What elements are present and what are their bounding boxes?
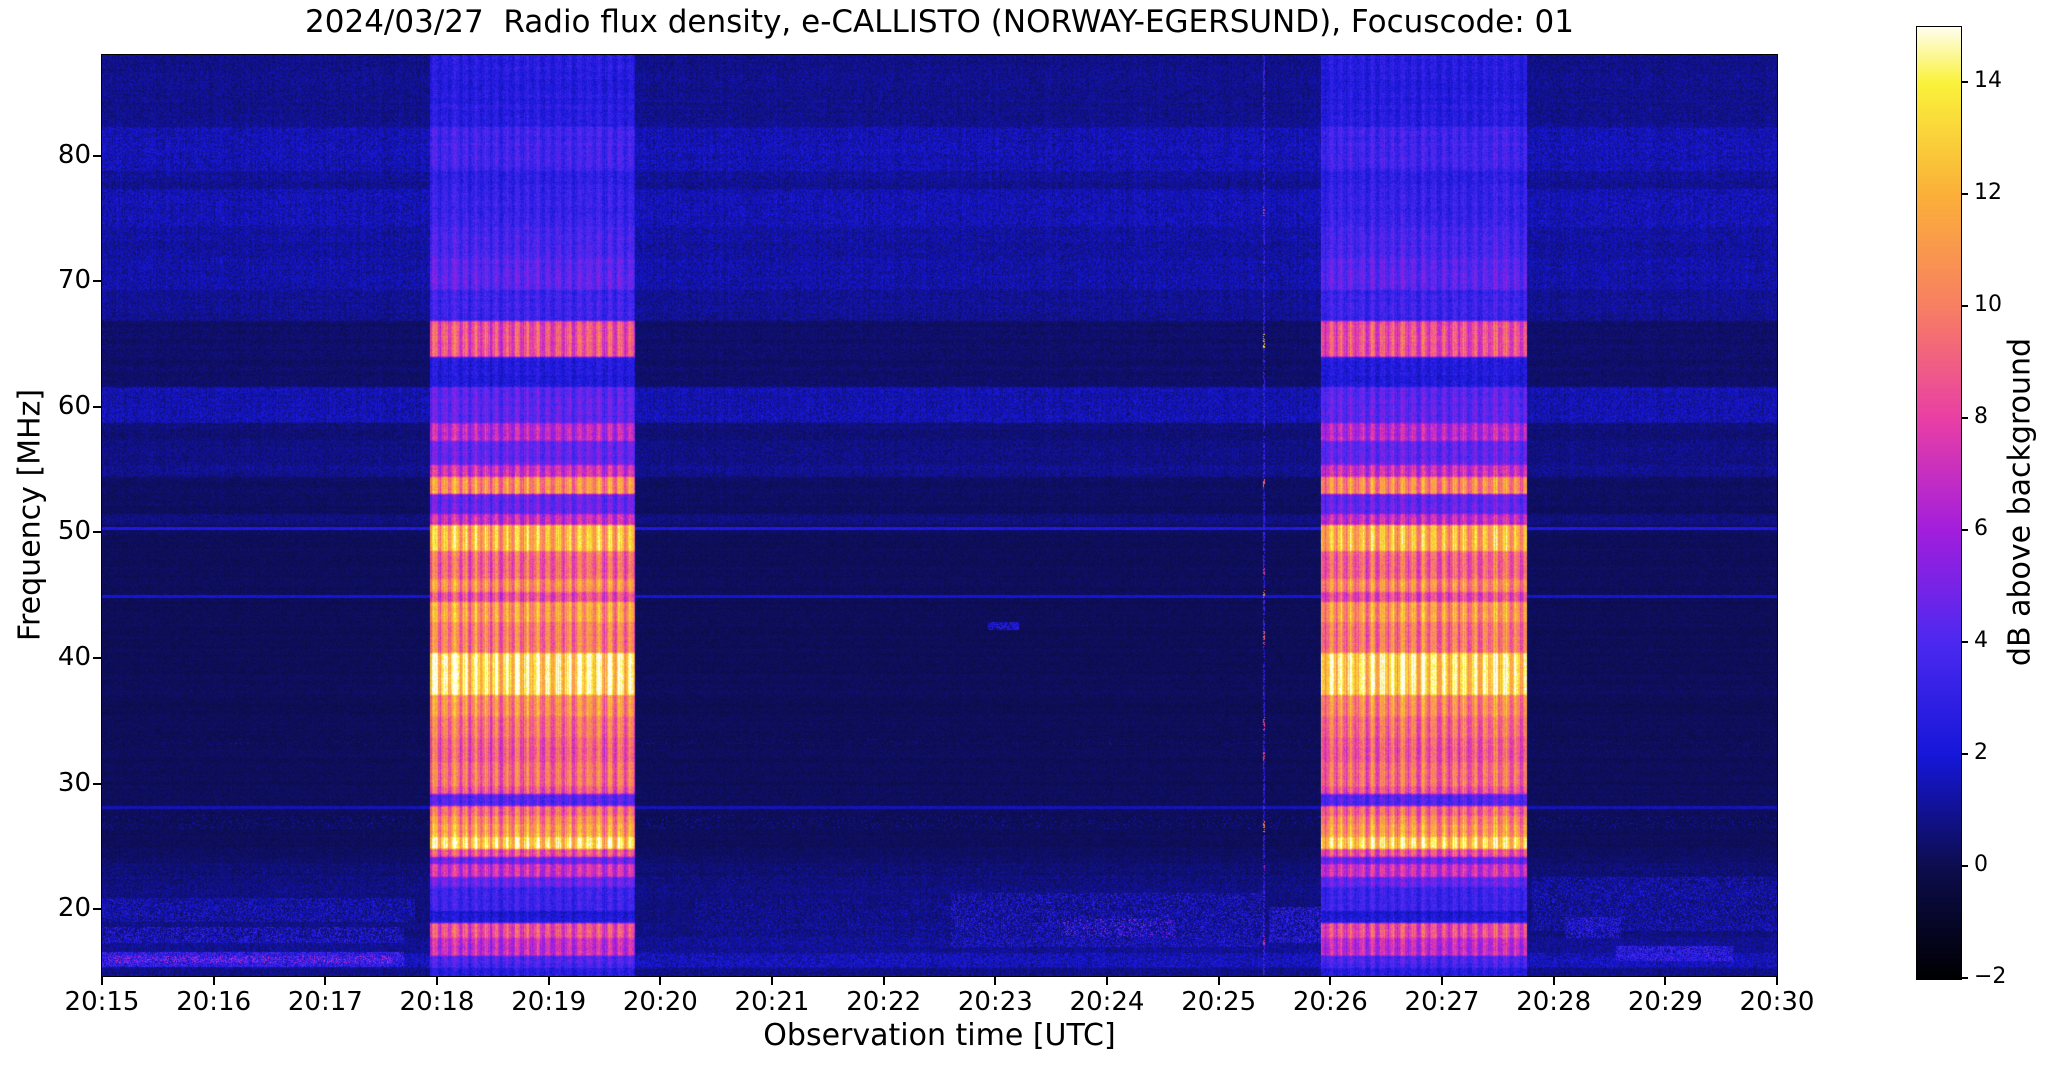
colorbar <box>1916 26 1962 980</box>
colorbar-tick-mark <box>1961 81 1968 83</box>
y-tick-mark <box>93 782 102 785</box>
x-tick-label: 20:23 <box>957 987 1033 1017</box>
x-tick-mark <box>436 976 438 985</box>
y-tick-label: 20 <box>57 893 91 924</box>
x-tick-mark <box>1329 976 1332 985</box>
colorbar-tick-mark <box>1961 529 1968 531</box>
x-tick-label: 20:30 <box>1739 987 1815 1017</box>
x-tick-mark <box>101 976 103 985</box>
colorbar-tick-mark <box>1961 753 1968 755</box>
colorbar-gradient <box>1917 27 1961 979</box>
y-tick-label: 30 <box>57 767 91 798</box>
x-axis-label: Observation time [UTC] <box>763 1018 1116 1053</box>
colorbar-tick-mark <box>1961 977 1968 979</box>
x-tick-label: 20:26 <box>1292 987 1368 1017</box>
x-tick-label: 20:27 <box>1404 987 1480 1017</box>
y-tick-mark <box>93 908 102 911</box>
y-tick-mark <box>93 154 102 157</box>
colorbar-label: dB above background <box>2002 337 2038 667</box>
colorbar-tick-label: −2 <box>1974 964 2007 989</box>
x-tick-mark <box>771 976 773 985</box>
chart-title: 2024/03/27 Radio flux density, e-CALLIST… <box>305 4 1574 40</box>
colorbar-tick-label: 4 <box>1974 628 1988 653</box>
colorbar-tick-label: 8 <box>1974 404 1988 429</box>
x-tick-label: 20:28 <box>1516 987 1592 1017</box>
y-tick-mark <box>93 280 102 283</box>
colorbar-tick-mark <box>1961 865 1968 867</box>
x-tick-mark <box>212 976 215 985</box>
x-tick-label: 20:18 <box>399 987 475 1017</box>
x-tick-label: 20:21 <box>734 987 810 1017</box>
x-tick-mark <box>1106 976 1108 985</box>
y-tick-label: 80 <box>57 139 91 170</box>
x-tick-label: 20:29 <box>1627 987 1703 1017</box>
y-tick-mark <box>93 531 102 534</box>
y-tick-mark <box>93 405 102 408</box>
x-tick-mark <box>994 976 997 985</box>
spectrogram-canvas <box>102 55 1777 976</box>
colorbar-tick-label: 10 <box>1974 292 2002 317</box>
y-tick-label: 70 <box>57 265 91 296</box>
x-tick-mark <box>1441 976 1443 985</box>
colorbar-tick-label: 14 <box>1974 68 2002 93</box>
y-axis-label: Frequency [MHz] <box>12 388 48 642</box>
y-tick-mark <box>93 657 102 660</box>
colorbar-tick-label: 12 <box>1974 180 2002 205</box>
y-tick-label: 50 <box>57 516 91 547</box>
y-tick-label: 60 <box>57 390 91 421</box>
x-tick-mark <box>547 976 550 985</box>
colorbar-tick-mark <box>1961 193 1968 195</box>
colorbar-tick-label: 0 <box>1974 852 1988 877</box>
x-tick-mark <box>1552 976 1555 985</box>
spectrogram-plot-area <box>101 54 1778 977</box>
x-tick-label: 20:22 <box>846 987 922 1017</box>
x-tick-label: 20:16 <box>176 987 252 1017</box>
x-tick-mark <box>659 976 662 985</box>
y-tick-label: 40 <box>57 642 91 673</box>
x-tick-label: 20:17 <box>287 987 363 1017</box>
x-tick-mark <box>1776 976 1778 985</box>
colorbar-tick-label: 6 <box>1974 516 1988 541</box>
x-tick-mark <box>1217 976 1220 985</box>
x-tick-label: 20:19 <box>511 987 587 1017</box>
x-tick-label: 20:20 <box>622 987 698 1017</box>
colorbar-tick-mark <box>1961 417 1968 419</box>
x-tick-mark <box>882 976 885 985</box>
x-tick-label: 20:25 <box>1181 987 1257 1017</box>
colorbar-tick-mark <box>1961 641 1968 643</box>
colorbar-tick-mark <box>1961 305 1968 307</box>
x-tick-mark <box>1664 976 1667 985</box>
x-tick-mark <box>324 976 327 985</box>
x-tick-label: 20:24 <box>1069 987 1145 1017</box>
colorbar-tick-label: 2 <box>1974 740 1988 765</box>
x-tick-label: 20:15 <box>64 987 140 1017</box>
